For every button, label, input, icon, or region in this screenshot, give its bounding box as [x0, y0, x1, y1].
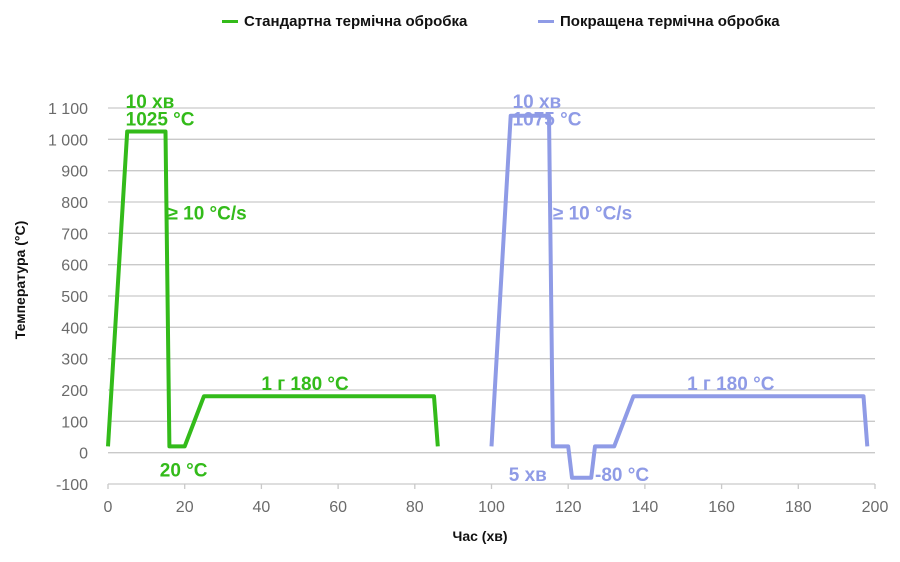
y-tick-label: 800 [61, 195, 88, 212]
series-lines [106, 113, 870, 480]
annotation-imp-cold-time: 5 хв [509, 465, 547, 486]
annotation-std-rate: ≥ 10 °C/s [167, 203, 246, 224]
y-tick-label: 200 [61, 383, 88, 400]
y-tick-label: 300 [61, 352, 88, 369]
annotation-imp-temp: 1075 °C [513, 109, 582, 130]
y-tick-label: 500 [61, 289, 88, 306]
series-line-standard [106, 129, 440, 449]
x-tick-label: 0 [104, 499, 113, 516]
y-tick-label: 100 [61, 414, 88, 431]
x-tick-label: 180 [785, 499, 812, 516]
legend-item-improved: Покращена термічна обробка [538, 10, 780, 32]
y-tick-label: 900 [61, 164, 88, 181]
x-tick-label: 20 [176, 499, 194, 516]
legend-label-standard: Стандартна термічна обробка [244, 12, 468, 30]
grid-lines [108, 107, 875, 454]
x-tick-label: 100 [478, 499, 505, 516]
y-axis-title: Температура (°C) [12, 220, 28, 340]
y-tick-label: 1 000 [48, 132, 88, 149]
x-axis-title: Час (хв) [452, 528, 508, 544]
x-tick-label: 140 [632, 499, 659, 516]
y-tick-label: 1 100 [48, 101, 88, 118]
legend-item-standard: Стандартна термічна обробка [222, 10, 467, 32]
legend-swatch-improved [538, 19, 554, 23]
y-tick-label: 600 [61, 258, 88, 275]
y-tick-label: 700 [61, 226, 88, 243]
y-tick-label: 400 [61, 320, 88, 337]
annotation-imp-cold-temp: -80 °C [595, 465, 649, 486]
x-tick-label: 80 [406, 499, 424, 516]
annotation-imp-time: 10 хв [513, 92, 562, 113]
x-tick-label: 160 [708, 499, 735, 516]
y-tick-label: -100 [56, 477, 88, 494]
x-tick-label: 200 [862, 499, 889, 516]
annotation-std-temper: 1 г 180 °C [261, 374, 349, 395]
legend-swatch-standard [222, 19, 238, 23]
y-tick-label: 0 [79, 446, 88, 463]
x-tick-label: 60 [329, 499, 347, 516]
annotation-imp-temper: 1 г 180 °C [687, 374, 775, 395]
x-axis-ticks: 0 20 40 60 80 100 120 140 160 180 200 [104, 484, 889, 516]
x-tick-label: 120 [555, 499, 582, 516]
legend-label-improved: Покращена термічна обробка [560, 12, 780, 30]
annotation-std-temp: 1025 °C [126, 109, 195, 130]
series-line-improved [489, 113, 870, 480]
annotation-std-time: 10 хв [126, 92, 175, 113]
x-tick-label: 40 [253, 499, 271, 516]
annotation-imp-rate: ≥ 10 °C/s [553, 203, 632, 224]
annotation-std-quench: 20 °C [160, 460, 208, 481]
